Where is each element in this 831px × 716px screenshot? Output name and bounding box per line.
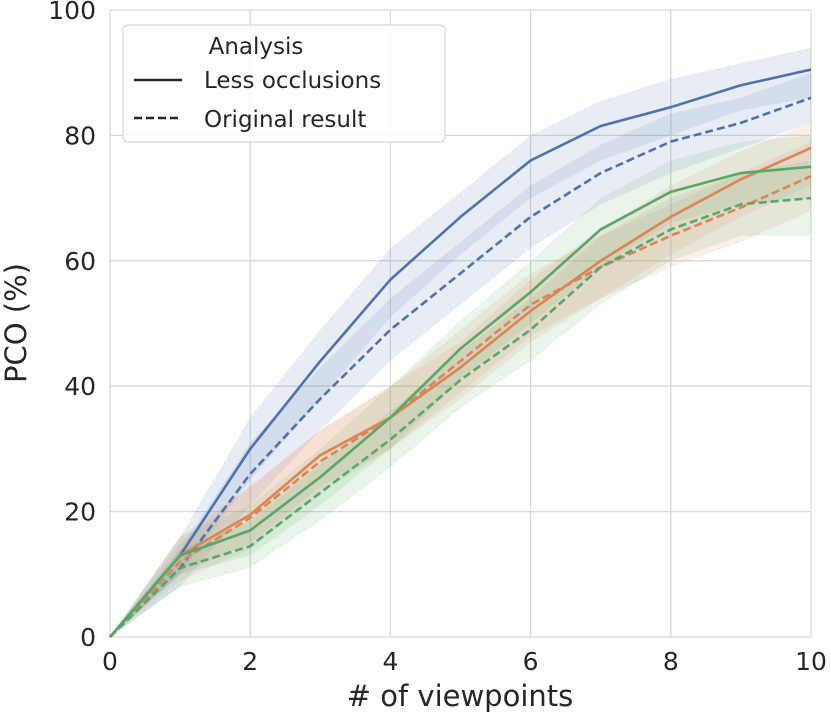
confidence-band	[110, 141, 811, 638]
y-tick-label: 80	[64, 121, 96, 150]
legend-entry-original-result: Original result	[204, 107, 366, 133]
y-tick-label: 20	[64, 498, 96, 527]
x-tick-label: 4	[382, 647, 398, 676]
x-axis-title: # of viewpoints	[347, 679, 574, 713]
y-tick-label: 40	[64, 372, 96, 401]
x-tick-label: 8	[663, 647, 679, 676]
y-tick-label: 100	[48, 0, 96, 25]
x-tick-label: 0	[102, 647, 118, 676]
series-lines	[109, 68, 812, 638]
solid-series-line	[109, 146, 812, 638]
x-tick-labels: 0 2 4 6 8 10	[102, 647, 827, 676]
legend-entry-less-occlusions: Less occlusions	[204, 68, 381, 94]
y-tick-label: 0	[80, 623, 96, 652]
dashed-series-line	[109, 174, 812, 638]
solid-series-line	[109, 68, 812, 638]
x-tick-label: 10	[795, 647, 827, 676]
x-tick-label: 6	[523, 647, 539, 676]
dashed-series-line	[109, 96, 812, 638]
confidence-band	[110, 72, 811, 637]
y-tick-labels: 0 20 40 60 80 100	[48, 0, 96, 652]
legend: Analysis Less occlusions Original result	[122, 24, 446, 143]
confidence-band	[110, 135, 811, 637]
solid-series-line	[109, 165, 812, 638]
confidence-band	[110, 47, 811, 638]
legend-box	[122, 24, 446, 143]
legend-title: Analysis	[209, 34, 304, 60]
y-axis-title: PCO (%)	[0, 263, 33, 383]
x-tick-label: 2	[242, 647, 258, 676]
dashed-series-line	[109, 196, 812, 638]
y-tick-label: 60	[64, 247, 96, 276]
